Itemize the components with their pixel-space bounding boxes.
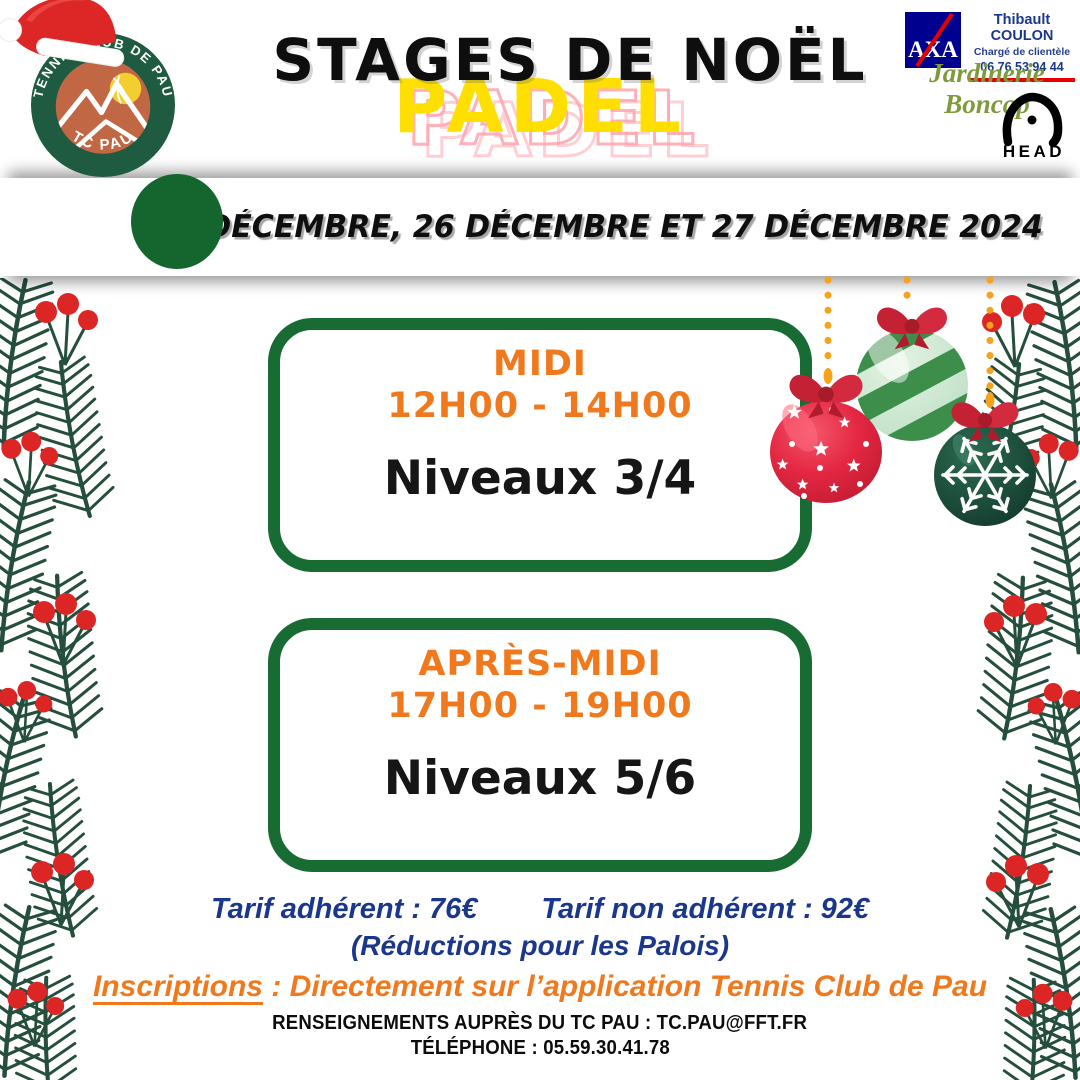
pricing-member: Tarif adhérent : 76€: [210, 893, 478, 925]
red-ball-ornament-icon: [770, 374, 882, 503]
pricing-non-member: Tarif non adhérent : 92€: [541, 893, 870, 925]
santa-hat-icon: [0, 0, 125, 67]
tennis-club-pau-logo: TENNIS CLUB DE PAU TC PAU: [30, 33, 175, 177]
axa-contact-name: Thibault COULON: [990, 12, 1054, 44]
session-title: APRÈS-MIDI: [418, 644, 662, 685]
pricing-row: Tarif adhérent : 76€ Tarif non adhérent :…: [0, 893, 1080, 926]
axa-red-underline: [969, 78, 1075, 82]
session-level: Niveaux 3/4: [383, 450, 697, 506]
axa-contact-block: Thibault COULON Chargé de clientèle 06 7…: [964, 12, 1080, 82]
axa-contact-role: Chargé de clientèle: [973, 46, 1071, 58]
registration-label: Inscriptions: [92, 970, 263, 1003]
session-time: 17H00 - 19H00: [387, 685, 693, 726]
striped-ball-ornament-icon: [856, 307, 968, 441]
session-title: MIDI: [493, 344, 587, 385]
registration-line: Inscriptions : Directement sur l’applica…: [0, 970, 1080, 1004]
session-card-apres-midi: APRÈS-MIDI 17H00 - 19H00 Niveaux 5/6: [268, 618, 812, 872]
footer-phone-line: TÉLÉPHONE : 05.59.30.41.78: [410, 1037, 670, 1059]
page-subtitle: PADEL: [0, 64, 1080, 150]
date-text: 23 DÉCEMBRE, 26 DÉCEMBRE ET 27 DÉCEMBRE …: [153, 209, 1043, 245]
head-logo: HEAD: [1002, 92, 1065, 160]
christmas-ornaments-decoration: [770, 276, 1036, 526]
head-brand-text: HEAD: [1003, 142, 1065, 160]
bead-chain-icon: [824, 276, 994, 396]
pricing-note: (Réductions pour les Palois): [350, 930, 730, 961]
registration-text: : Directement sur l’application Tennis C…: [263, 970, 988, 1003]
axa-logo: AXA: [905, 12, 961, 68]
footer-contact-line: RENSEIGNEMENTS AUPRÈS DU TC PAU : TC.PAU…: [272, 1012, 808, 1034]
green-dot-decoration: [131, 174, 223, 269]
axa-contact-phone: 06 76 53 94 44: [980, 60, 1064, 74]
page-title: STAGES DE NOËL: [272, 26, 868, 94]
session-time: 12H00 - 14H00: [387, 385, 693, 426]
snowflake-ball-ornament-icon: [934, 402, 1036, 526]
session-level: Niveaux 5/6: [383, 750, 697, 806]
